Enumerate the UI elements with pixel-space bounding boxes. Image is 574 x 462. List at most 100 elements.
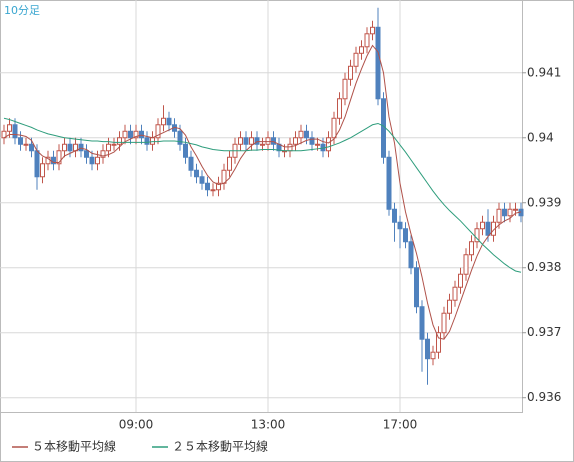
candle-body [496, 208, 502, 223]
candle-body [353, 52, 359, 67]
candle-body [254, 137, 260, 145]
candle-body [183, 143, 188, 158]
chart-title: 10分足 [4, 4, 40, 17]
candle-body [106, 143, 111, 152]
candle-body [271, 137, 276, 145]
candle-body [331, 117, 337, 139]
candle-body [447, 299, 452, 314]
candle-body [364, 33, 370, 48]
legend-label: ２５本移動平均線 [172, 439, 268, 454]
candle-body [458, 273, 463, 288]
candle-body [111, 143, 117, 146]
candle-body [359, 46, 364, 54]
candle-body [452, 286, 458, 301]
candle-body [463, 254, 469, 275]
candle-body [243, 137, 249, 145]
candle-body [386, 156, 392, 210]
candle-body [128, 130, 133, 139]
candle-body [474, 228, 480, 243]
candle-body [375, 26, 381, 100]
grid [0, 0, 522, 412]
candle-body [469, 241, 474, 256]
candle-body [419, 306, 425, 340]
candle-body [260, 143, 265, 146]
candle-body [122, 130, 128, 139]
y-tick-label: 0.941 [527, 65, 561, 79]
candle-body [205, 182, 210, 191]
candle-body [95, 156, 100, 165]
marks [1, 7, 524, 385]
moving-average-line [3, 117, 522, 273]
candle-body [425, 338, 430, 360]
plot-area [0, 0, 523, 413]
y-tick-label: 0.938 [527, 260, 561, 274]
candle-body [84, 150, 89, 158]
candle-body [397, 221, 403, 230]
legend-label: ５本移動平均線 [32, 439, 116, 454]
candle-body [29, 143, 34, 152]
candle-body [298, 130, 304, 139]
candle-body [348, 65, 353, 80]
candle-body [309, 137, 315, 145]
candle-body [403, 228, 408, 243]
candle-body [78, 143, 84, 152]
candle-body [67, 143, 73, 152]
candle-body [315, 143, 320, 146]
candle-body [436, 332, 441, 353]
candle-body [194, 169, 199, 178]
candle-body [177, 130, 183, 145]
moving-average-line [3, 44, 522, 340]
candle-body [507, 208, 513, 217]
candle-body [342, 78, 348, 100]
candle-body [304, 130, 309, 139]
candle-body [392, 208, 397, 223]
candle-body [485, 221, 491, 236]
candle-body [188, 156, 194, 171]
candle-body [100, 150, 106, 158]
candle-body [12, 124, 18, 139]
candle-body [370, 26, 375, 35]
candle-body [513, 208, 518, 211]
candle-body [40, 163, 45, 178]
candle-body [7, 124, 12, 132]
candle-body [34, 150, 40, 178]
candle-body [293, 137, 298, 145]
candle-body [480, 221, 485, 230]
candle-body [155, 124, 161, 139]
candle-body [227, 156, 232, 171]
candle-body [216, 182, 221, 191]
candle-body [56, 150, 62, 165]
y-tick-label: 0.936 [527, 390, 561, 404]
candle-body [337, 98, 342, 119]
candle-body [441, 312, 447, 334]
y-tick-label: 0.937 [527, 325, 561, 339]
candle-body [502, 208, 507, 217]
candle-body [144, 137, 150, 145]
candle-body [150, 137, 155, 145]
candle-body [414, 267, 419, 308]
candle-body [166, 117, 172, 126]
candle-body [210, 189, 216, 192]
candle-body [89, 156, 95, 165]
candle-body [1, 130, 7, 139]
x-tick-label: 09:00 [119, 418, 154, 432]
candle-body [199, 176, 205, 184]
candle-body [117, 137, 122, 145]
x-tick-label: 13:00 [251, 418, 286, 432]
y-tick-label: 0.94 [527, 130, 554, 144]
candle-body [287, 143, 293, 152]
candle-body [18, 137, 23, 145]
candle-body [408, 241, 414, 269]
candle-body [238, 137, 243, 145]
y-tick-label: 0.939 [527, 195, 561, 209]
candle-body [62, 143, 67, 152]
x-tick-label: 17:00 [383, 418, 418, 432]
candle-body [133, 130, 139, 139]
candle-body [23, 143, 29, 146]
candle-body [249, 137, 254, 145]
candle-body [326, 137, 331, 152]
candle-body [161, 117, 166, 126]
candle-body [430, 351, 436, 360]
candle-body [139, 130, 144, 139]
